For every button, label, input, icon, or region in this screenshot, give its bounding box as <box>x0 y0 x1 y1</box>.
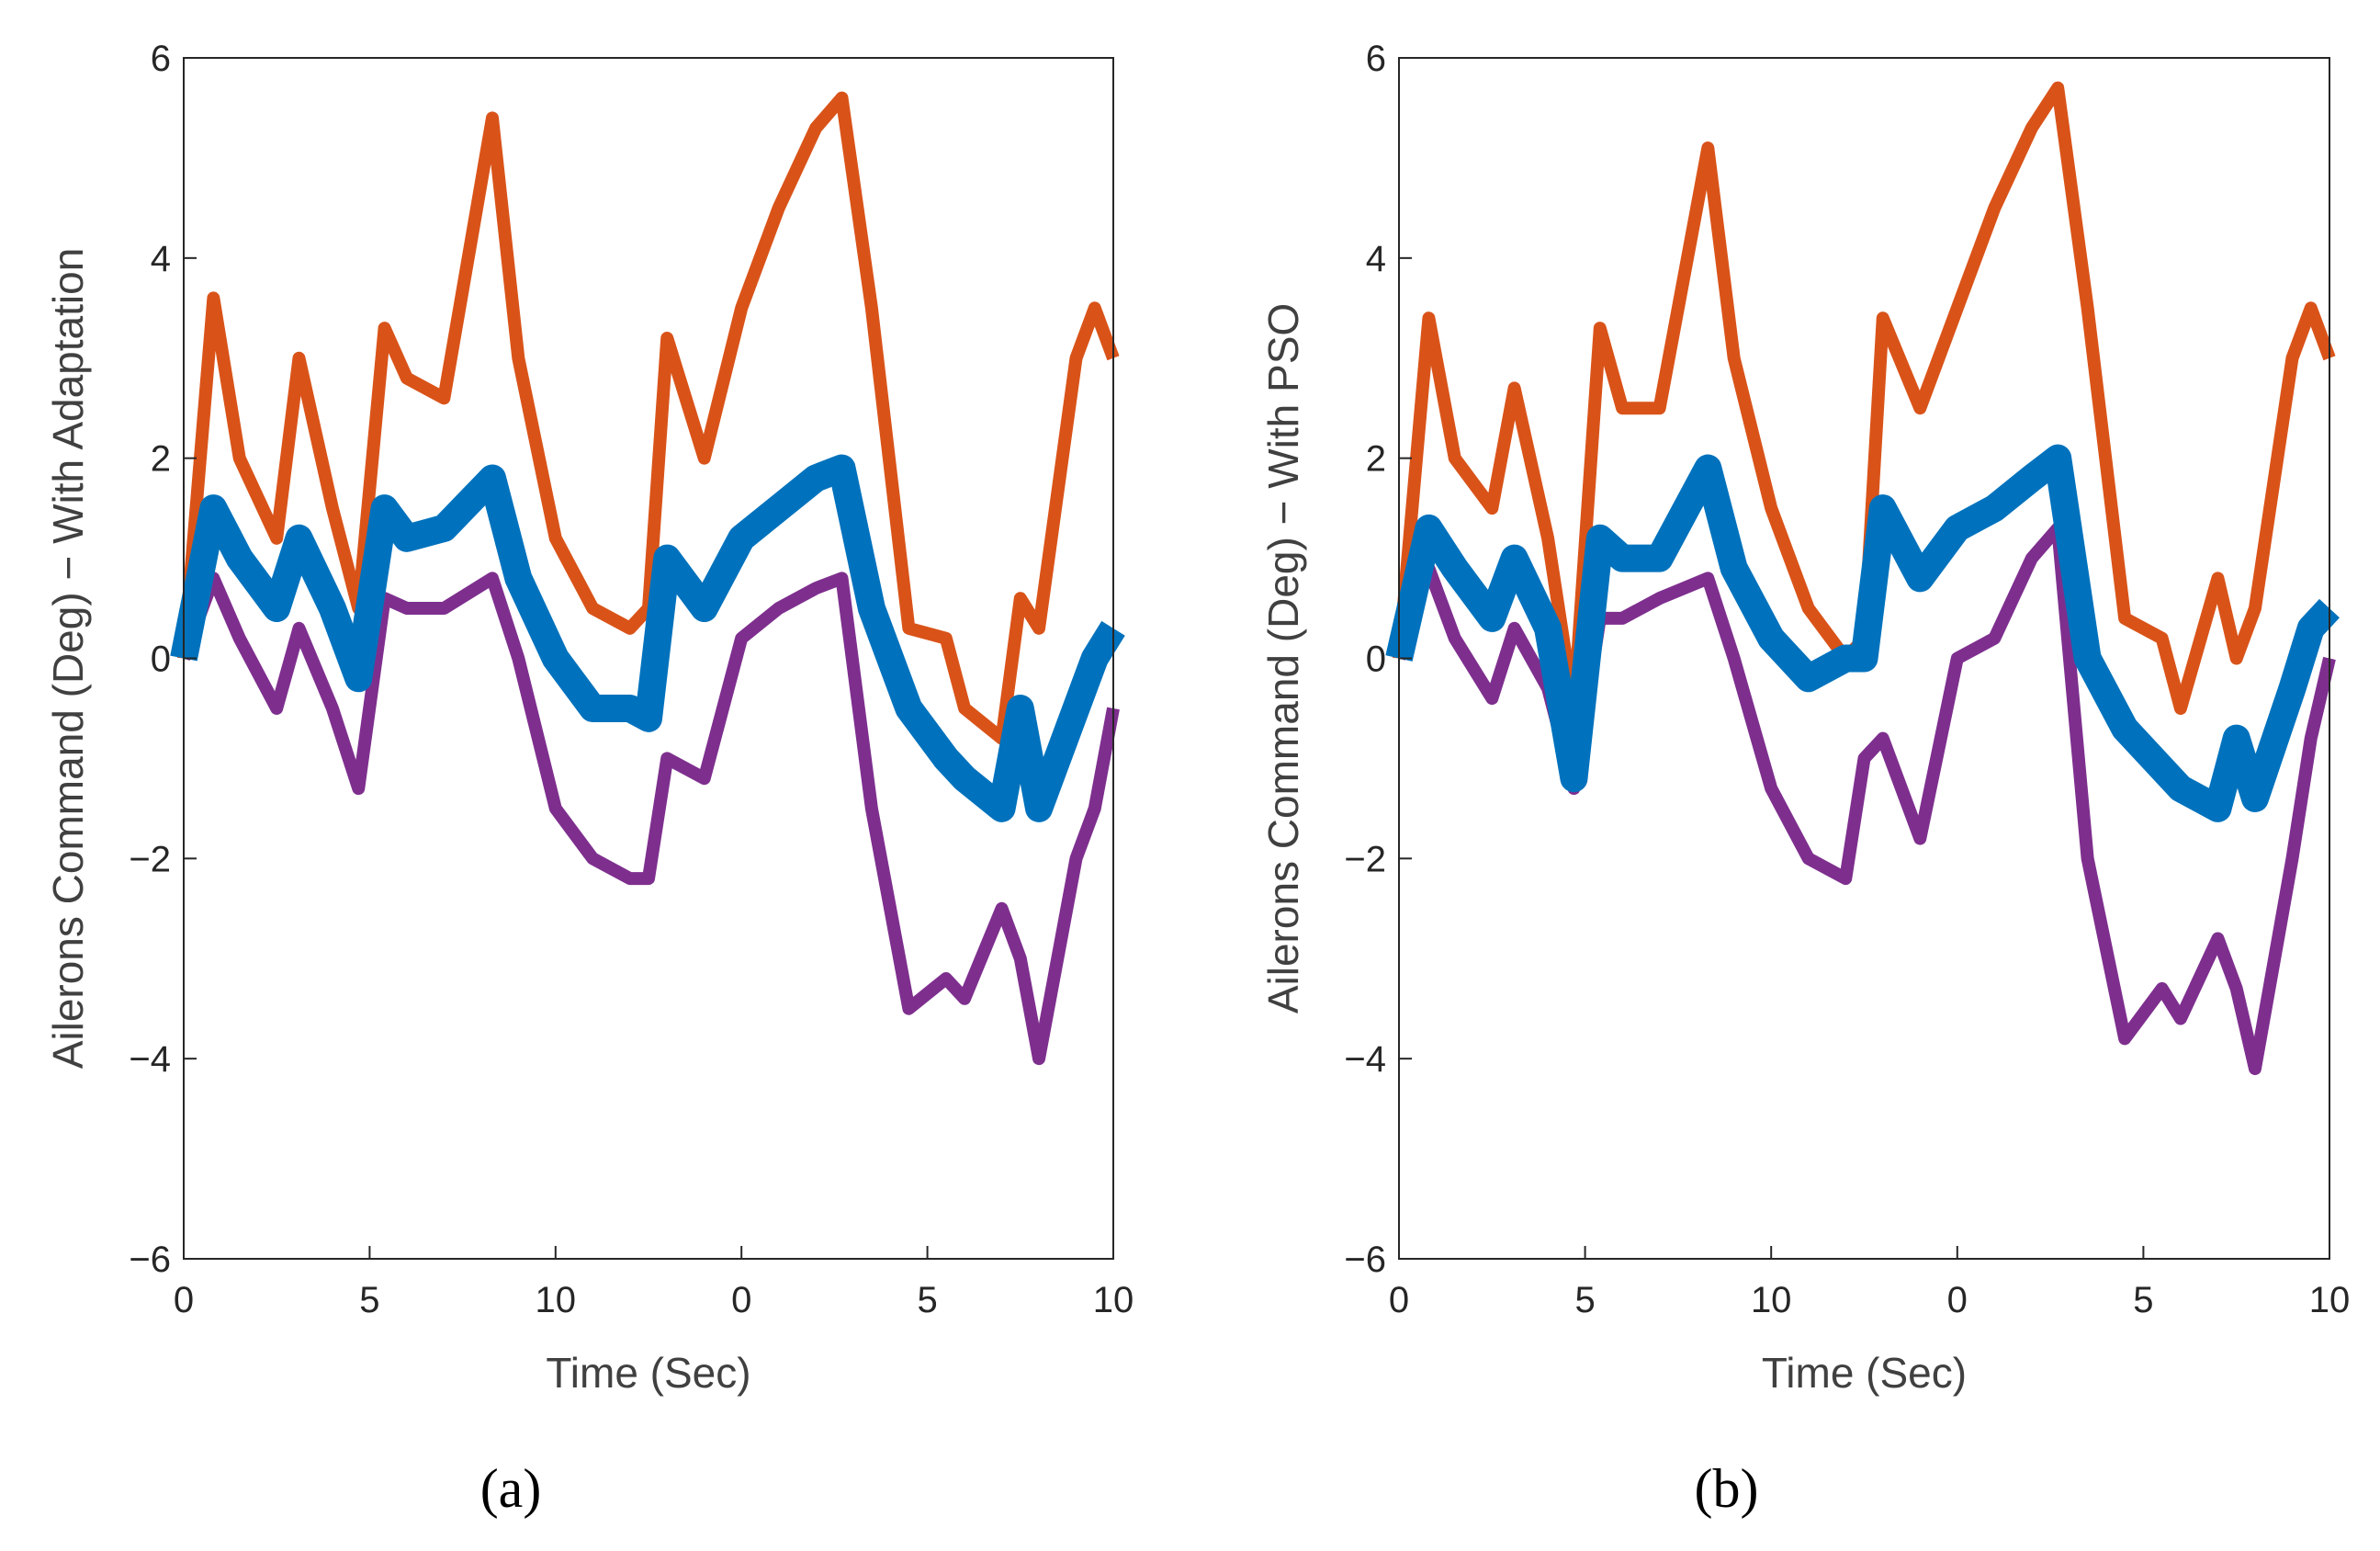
x-axis-label: Time (Sec) <box>1762 1349 1967 1397</box>
y-tick-label: −4 <box>1344 1039 1386 1080</box>
y-tick-label: 6 <box>1366 39 1386 79</box>
data-line <box>170 454 1125 822</box>
x-tick-label: 10 <box>1093 1280 1134 1320</box>
y-tick-label: 0 <box>1366 640 1386 680</box>
x-tick-label: 5 <box>917 1280 937 1320</box>
y-tick-label: −4 <box>129 1039 171 1080</box>
data-line <box>177 572 1120 1066</box>
y-tick-label: 4 <box>1366 239 1386 279</box>
data-line <box>1393 81 2336 715</box>
y-axis-label: Ailerons Command (Deg) − With PSO <box>1259 303 1307 1013</box>
data-line <box>1385 444 2340 822</box>
y-tick-label: 0 <box>151 640 171 680</box>
x-tick-label: 5 <box>359 1280 379 1320</box>
y-tick-label: 2 <box>151 439 171 480</box>
y-axis-label: Ailerons Command (Deg) − With Adaptation <box>44 248 92 1070</box>
data-line <box>177 91 1120 745</box>
y-tick-label: −6 <box>129 1240 171 1280</box>
caption: (b) <box>1695 1458 1759 1519</box>
x-tick-label: 10 <box>536 1280 577 1320</box>
y-tick-label: −2 <box>1344 839 1386 879</box>
x-tick-label: 5 <box>2133 1280 2153 1320</box>
x-tick-label: 0 <box>1389 1280 1409 1320</box>
y-tick-label: 6 <box>151 39 171 79</box>
x-tick-label: 0 <box>174 1280 194 1320</box>
caption: (a) <box>480 1458 542 1519</box>
x-axis-label: Time (Sec) <box>546 1349 750 1397</box>
y-tick-label: −2 <box>129 839 171 879</box>
x-tick-label: 0 <box>731 1280 751 1320</box>
y-tick-label: −6 <box>1344 1240 1386 1280</box>
x-tick-label: 5 <box>1574 1280 1595 1320</box>
y-tick-label: 4 <box>151 239 171 279</box>
x-tick-label: 0 <box>1947 1280 1968 1320</box>
x-tick-label: 10 <box>2309 1280 2351 1320</box>
y-tick-label: 2 <box>1366 439 1386 480</box>
x-tick-label: 10 <box>1751 1280 1792 1320</box>
